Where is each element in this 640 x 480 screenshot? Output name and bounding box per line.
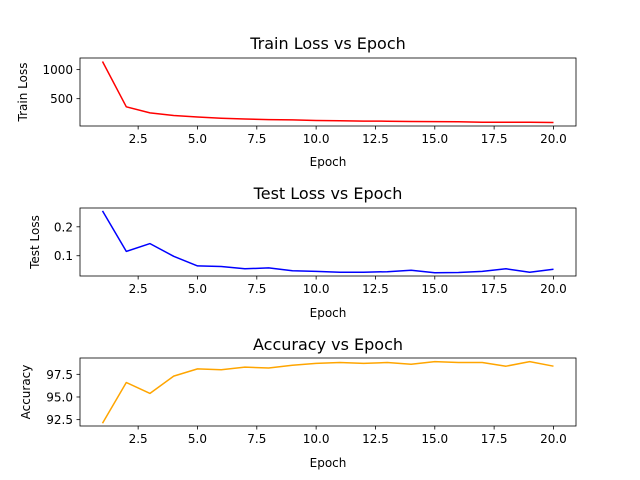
series-line bbox=[101, 210, 554, 274]
chart-title: Train Loss vs Epoch bbox=[249, 34, 406, 53]
y-axis-label: Test Loss bbox=[28, 215, 42, 270]
x-tick-label: 7.5 bbox=[247, 282, 266, 296]
y-tick-label: 1000 bbox=[42, 63, 73, 77]
x-tick-label: 5.0 bbox=[188, 132, 207, 146]
x-axis-label: Epoch bbox=[310, 155, 347, 169]
x-tick-label: 15.0 bbox=[421, 432, 448, 446]
y-tick-label: 0.1 bbox=[54, 249, 73, 263]
y-tick-label: 0.2 bbox=[54, 220, 73, 234]
x-tick-label: 10.0 bbox=[303, 432, 330, 446]
x-tick-label: 17.5 bbox=[481, 282, 508, 296]
x-tick-label: 7.5 bbox=[247, 132, 266, 146]
plot-frame bbox=[79, 357, 577, 427]
x-tick-label: 20.0 bbox=[540, 132, 567, 146]
x-tick-label: 17.5 bbox=[481, 432, 508, 446]
x-tick-label: 2.5 bbox=[129, 432, 148, 446]
plot-frame bbox=[79, 207, 577, 277]
x-tick-label: 17.5 bbox=[481, 132, 508, 146]
chart-title: Accuracy vs Epoch bbox=[253, 335, 403, 354]
x-tick-label: 2.5 bbox=[129, 282, 148, 296]
x-tick-label: 10.0 bbox=[303, 132, 330, 146]
chart-title: Test Loss vs Epoch bbox=[253, 184, 403, 203]
y-tick-label: 95.0 bbox=[46, 390, 73, 404]
y-tick-label: 92.5 bbox=[46, 413, 73, 427]
series-line bbox=[101, 360, 554, 424]
y-tick-label: 97.5 bbox=[46, 368, 73, 382]
x-tick-label: 5.0 bbox=[188, 432, 207, 446]
plot-frame bbox=[79, 57, 577, 127]
y-tick-label: 500 bbox=[50, 92, 73, 106]
x-tick-label: 15.0 bbox=[421, 132, 448, 146]
train-loss-chart: Train Loss vs Epoch Epoch Train Loss 2.5… bbox=[16, 34, 577, 169]
y-axis-label: Accuracy bbox=[19, 365, 33, 420]
x-tick-label: 12.5 bbox=[362, 432, 389, 446]
x-tick-label: 10.0 bbox=[303, 282, 330, 296]
x-axis-label: Epoch bbox=[310, 306, 347, 320]
x-tick-label: 20.0 bbox=[540, 282, 567, 296]
test-loss-chart: Test Loss vs Epoch Epoch Test Loss 2.5 5.… bbox=[28, 184, 577, 320]
x-tick-label: 2.5 bbox=[129, 132, 148, 146]
series-line bbox=[101, 61, 554, 124]
x-tick-label: 7.5 bbox=[247, 432, 266, 446]
x-tick-label: 20.0 bbox=[540, 432, 567, 446]
x-axis-label: Epoch bbox=[310, 456, 347, 470]
y-axis-label: Train Loss bbox=[16, 63, 30, 123]
x-tick-label: 12.5 bbox=[362, 132, 389, 146]
x-tick-label: 15.0 bbox=[421, 282, 448, 296]
accuracy-chart: Accuracy vs Epoch Epoch Accuracy 2.5 5.0 7… bbox=[19, 335, 577, 470]
x-tick-label: 12.5 bbox=[362, 282, 389, 296]
x-tick-label: 5.0 bbox=[188, 282, 207, 296]
